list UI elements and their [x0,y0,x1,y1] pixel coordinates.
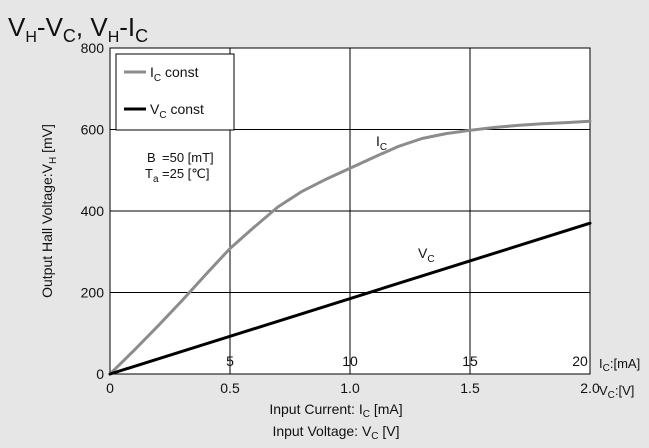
x-current-unit-label: IC:[mA] [599,356,640,374]
y-axis-label: Output Hall Voltage:VH [mV] [39,124,59,298]
x-voltage-tick-label: 0.5 [220,380,240,396]
series-line-vc-const [108,221,592,376]
x-voltage-tick-label: 2.0 [580,380,600,396]
series-line-ic-const [108,119,592,376]
y-tick-label: 200 [81,285,105,301]
x-axis-label-current: Input Current: IC [mA] [269,401,402,420]
legend: IC const VC const [115,53,235,131]
y-tick-label: 400 [81,203,105,219]
y-tick-label: 0 [96,366,104,382]
legend-box [115,53,235,131]
annotation-ta-label: Ta [145,166,159,185]
x-current-tick-label: 10 [342,353,358,369]
legend-label-ic: IC const [150,64,199,84]
curve-label-ic: IC [376,133,387,153]
series-layer [108,119,592,376]
x-voltage-unit-label: VC:[V] [599,383,634,401]
x-voltage-tick-label: 1.5 [460,380,480,396]
annotation-ta-value: =25 [℃] [162,166,210,181]
x-current-tick-label: 5 [226,353,234,369]
y-tick-label: 600 [81,122,105,138]
annotation-b-label: B [147,150,156,165]
x-current-tick-label: 15 [462,353,478,369]
x-voltage-tick-label: 1.0 [340,380,360,396]
annotation-b-value: =50 [mT] [162,150,214,165]
x-voltage-tick-label: 0 [106,380,114,396]
y-tick-label: 800 [81,40,105,56]
legend-label-vc: VC const [150,101,204,121]
tick-labels: 0 200 400 600 800 0 0.5 1.0 1.5 2.0 5 10 15 20 [81,40,600,396]
chart-title: VH-VC, VH-IC [8,12,148,46]
x-current-tick-label: 20 [572,353,588,369]
x-axis-label-voltage: Input Voltage: VC [V] [272,423,399,442]
curve-label-vc: VC [418,245,435,265]
